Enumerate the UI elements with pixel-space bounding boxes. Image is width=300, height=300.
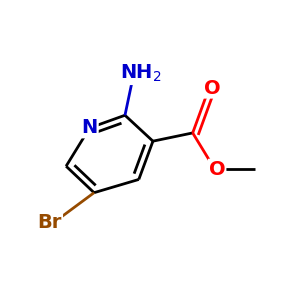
Text: Br: Br	[38, 213, 62, 232]
Text: N: N	[82, 118, 98, 137]
Text: O: O	[203, 79, 220, 98]
Text: NH$_2$: NH$_2$	[120, 63, 162, 84]
Text: O: O	[209, 160, 225, 178]
